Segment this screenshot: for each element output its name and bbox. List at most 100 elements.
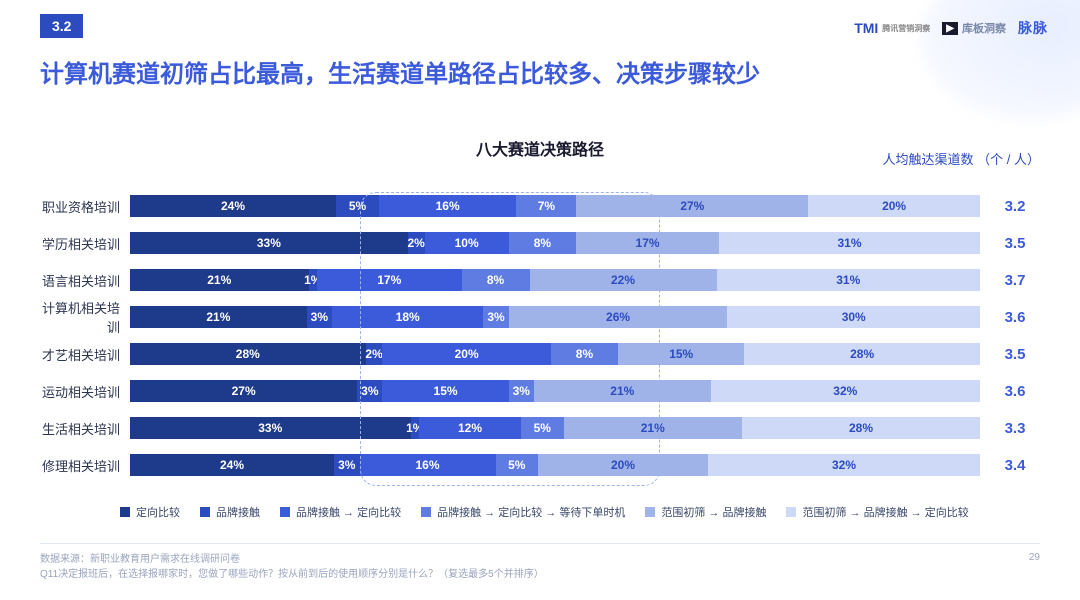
- legend-item: 品牌接触: [200, 504, 260, 520]
- legend-label: 定向比较: [136, 504, 180, 520]
- bar-segment: 28%: [744, 343, 980, 365]
- chart-row: 生活相关培训33%1%12%5%21%28%3.3: [40, 412, 1040, 444]
- bar-segment: 7%: [516, 195, 576, 217]
- row-label: 修理相关培训: [40, 456, 130, 475]
- bar-segment: 3%: [334, 454, 360, 476]
- logo-maimai: 脉脉: [1018, 18, 1048, 38]
- reach-column-header: 人均触达渠道数 （个 / 人）: [883, 152, 1040, 169]
- reach-value: 3.5: [980, 346, 1040, 363]
- legend-item: 定向比较: [120, 504, 180, 520]
- chart-row: 才艺相关培训28%2%20%8%15%28%3.5: [40, 338, 1040, 370]
- footer-source: 数据来源：新职业教育用户需求在线调研问卷: [40, 552, 544, 567]
- bar-segment: 20%: [808, 195, 980, 217]
- logo-tmi: TMI 腾讯营销洞察: [854, 20, 930, 36]
- reach-value: 3.3: [980, 420, 1040, 437]
- footer: 数据来源：新职业教育用户需求在线调研问卷 Q11决定报班后，在选择报哪家时，您做…: [40, 543, 1040, 582]
- legend-label: 品牌接触: [216, 504, 260, 520]
- bar-segment: 21%: [534, 380, 711, 402]
- bar-segment: 21%: [564, 417, 743, 439]
- row-label: 语言相关培训: [40, 271, 130, 290]
- bar-segment: 20%: [538, 454, 708, 476]
- bar-segment: 3%: [307, 306, 332, 328]
- bar-segment: 28%: [130, 343, 366, 365]
- row-label: 才艺相关培训: [40, 345, 130, 364]
- row-label: 生活相关培训: [40, 419, 130, 438]
- bar-segment: 15%: [382, 380, 508, 402]
- bar-segment: 5%: [496, 454, 539, 476]
- section-number-tag: 3.2: [40, 14, 83, 38]
- chart-row: 修理相关培训24%3%16%5%20%32%3.4: [40, 449, 1040, 481]
- row-label: 职业资格培训: [40, 197, 130, 216]
- legend-label: 品牌接触 → 定向比较 → 等待下单时机: [437, 504, 625, 520]
- bar-segment: 8%: [551, 343, 618, 365]
- bar-segment: 15%: [618, 343, 744, 365]
- stacked-bar-chart: 职业资格培训24%5%16%7%27%20%3.2学历相关培训33%2%10%8…: [40, 190, 1040, 486]
- stacked-bar: 33%1%12%5%21%28%: [130, 417, 980, 439]
- legend-swatch: [120, 507, 130, 517]
- legend-item: 范围初筛 → 品牌接触: [645, 504, 766, 520]
- bar-segment: 27%: [576, 195, 808, 217]
- logo-ku: ▶ 库板洞察: [942, 20, 1006, 36]
- row-label: 运动相关培训: [40, 382, 130, 401]
- reach-value: 3.5: [980, 235, 1040, 252]
- bar-segment: 8%: [462, 269, 530, 291]
- bar-segment: 20%: [382, 343, 550, 365]
- bar-segment: 17%: [317, 269, 462, 291]
- bar-segment: 3%: [357, 380, 382, 402]
- stacked-bar: 28%2%20%8%15%28%: [130, 343, 980, 365]
- chart-row: 学历相关培训33%2%10%8%17%31%3.5: [40, 227, 1040, 259]
- bar-segment: 5%: [336, 195, 379, 217]
- stacked-bar: 24%3%16%5%20%32%: [130, 454, 980, 476]
- bar-segment: 16%: [360, 454, 496, 476]
- row-label: 计算机相关培训: [40, 298, 130, 336]
- bar-segment: 27%: [130, 380, 357, 402]
- bar-segment: 1%: [309, 269, 318, 291]
- bar-segment: 2%: [408, 232, 425, 254]
- bar-segment: 1%: [411, 417, 420, 439]
- bar-segment: 24%: [130, 195, 336, 217]
- stacked-bar: 21%3%18%3%26%30%: [130, 306, 980, 328]
- bar-segment: 22%: [530, 269, 717, 291]
- reach-value: 3.6: [980, 383, 1040, 400]
- bar-segment: 30%: [727, 306, 979, 328]
- chart-row: 职业资格培训24%5%16%7%27%20%3.2: [40, 190, 1040, 222]
- footer-question: Q11决定报班后，在选择报哪家时，您做了哪些动作？按从前到后的使用顺序分别是什么…: [40, 567, 544, 582]
- reach-value: 3.7: [980, 272, 1040, 289]
- bar-segment: 31%: [717, 269, 981, 291]
- bar-segment: 31%: [719, 232, 980, 254]
- bar-segment: 32%: [708, 454, 980, 476]
- chart-row: 语言相关培训21%1%17%8%22%31%3.7: [40, 264, 1040, 296]
- legend-swatch: [421, 507, 431, 517]
- reach-value: 3.2: [980, 198, 1040, 215]
- bar-segment: 24%: [130, 454, 334, 476]
- legend-item: 范围初筛 → 品牌接触 → 定向比较: [786, 504, 968, 520]
- bar-segment: 8%: [509, 232, 576, 254]
- bar-segment: 21%: [130, 306, 307, 328]
- stacked-bar: 24%5%16%7%27%20%: [130, 195, 980, 217]
- stacked-bar: 27%3%15%3%21%32%: [130, 380, 980, 402]
- legend-swatch: [645, 507, 655, 517]
- stacked-bar: 21%1%17%8%22%31%: [130, 269, 980, 291]
- bar-segment: 32%: [711, 380, 980, 402]
- bar-segment: 10%: [425, 232, 509, 254]
- bar-segment: 5%: [521, 417, 564, 439]
- headline: 计算机赛道初筛占比最高，生活赛道单路径占比较多、决策步骤较少: [40, 54, 760, 89]
- legend-item: 品牌接触 → 定向比较: [280, 504, 401, 520]
- bar-segment: 18%: [332, 306, 483, 328]
- bar-segment: 28%: [742, 417, 980, 439]
- legend: 定向比较 品牌接触 品牌接触 → 定向比较 品牌接触 → 定向比较 → 等待下单时机 范…: [120, 504, 980, 520]
- legend-swatch: [200, 507, 210, 517]
- bar-segment: 26%: [509, 306, 728, 328]
- stacked-bar: 33%2%10%8%17%31%: [130, 232, 980, 254]
- reach-value: 3.4: [980, 457, 1040, 474]
- legend-label: 范围初筛 → 品牌接触: [661, 504, 766, 520]
- bar-segment: 12%: [419, 417, 521, 439]
- chart-row: 运动相关培训27%3%15%3%21%32%3.6: [40, 375, 1040, 407]
- legend-swatch: [280, 507, 290, 517]
- row-label: 学历相关培训: [40, 234, 130, 253]
- legend-item: 品牌接触 → 定向比较 → 等待下单时机: [421, 504, 625, 520]
- bar-segment: 3%: [483, 306, 508, 328]
- bar-segment: 33%: [130, 232, 408, 254]
- chart-row: 计算机相关培训21%3%18%3%26%30%3.6: [40, 301, 1040, 333]
- logo-strip: TMI 腾讯营销洞察 ▶ 库板洞察 脉脉: [854, 18, 1048, 38]
